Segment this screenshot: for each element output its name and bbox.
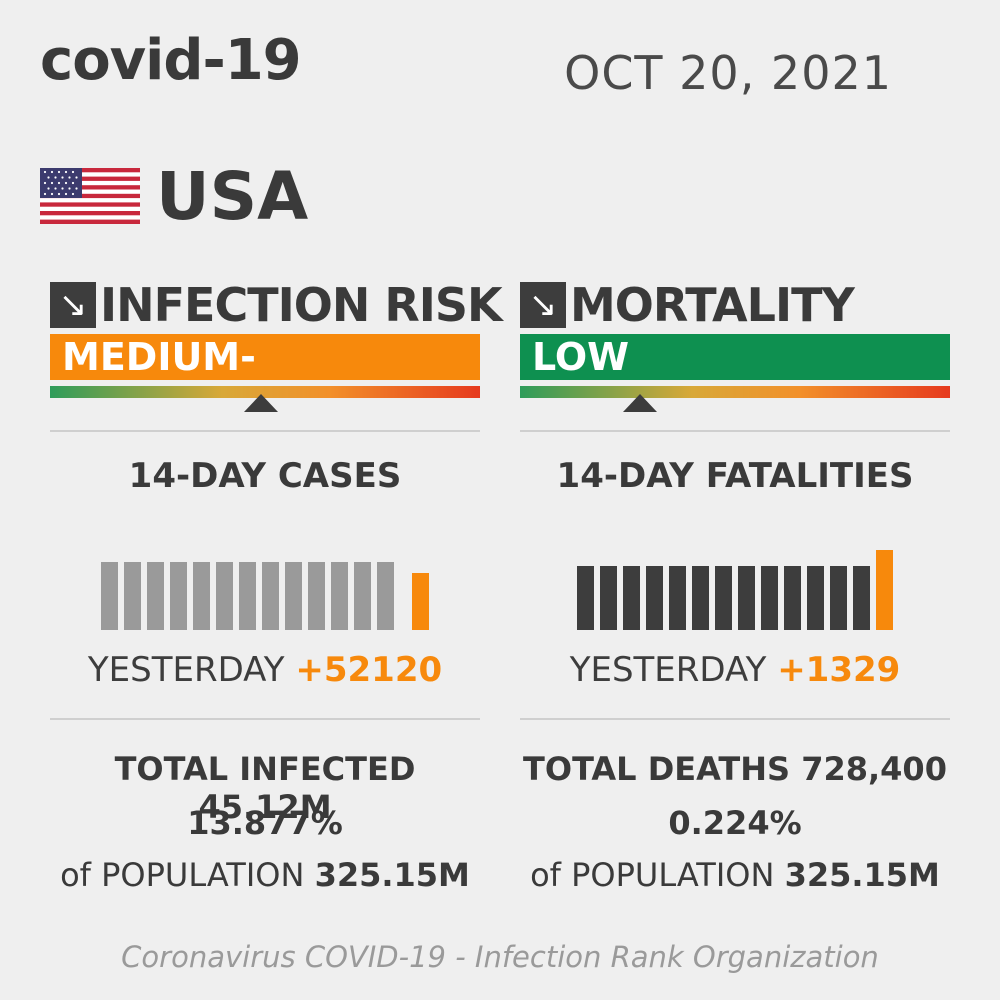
mortality-risk-scale [520, 386, 950, 398]
cases-bar [285, 561, 302, 630]
mortality-risk-marker [623, 394, 658, 412]
mortality-panel: ↘ MORTALITY LOW 14-DAY FATALITIES YESTER… [520, 278, 950, 900]
divider [50, 430, 480, 432]
cases-bar [262, 561, 279, 630]
population-value: 325.15M [314, 856, 470, 894]
page-title: covid-19 [40, 28, 302, 93]
fatalities-bar [669, 566, 686, 630]
yesterday-label: YESTERDAY [87, 650, 285, 690]
mortality-level-badge: LOW [520, 334, 950, 380]
fatalities-bar [646, 566, 663, 630]
footer-credit: Coronavirus COVID-19 - Infection Rank Or… [121, 940, 879, 974]
yesterday-label: YESTERDAY [569, 650, 767, 690]
infection-risk-title: INFECTION RISK [100, 278, 503, 332]
fatalities-bar [600, 566, 617, 630]
cases-bar [412, 572, 429, 630]
fatalities-bar [577, 566, 594, 630]
infection-heading: ↘ INFECTION RISK [50, 278, 503, 332]
fatalities-bar [876, 549, 893, 630]
fatalities-bar [692, 566, 709, 630]
fatalities-bar [623, 566, 640, 630]
cases-bar [170, 561, 187, 630]
total-infected-label: TOTAL INFECTED [114, 750, 416, 788]
fatalities-bar [761, 566, 778, 630]
infection-risk-scale [50, 386, 480, 398]
cases-bar [377, 561, 394, 630]
fatalities-bar [853, 566, 870, 630]
total-deaths: TOTAL DEATHS 728,400 [520, 750, 950, 788]
fatalities-yesterday: YESTERDAY +1329 [520, 650, 950, 690]
population-label: of POPULATION [530, 856, 775, 894]
cases-yesterday-value: +52120 [295, 650, 443, 690]
cases-bar-chart [50, 520, 480, 630]
usa-flag-icon [40, 168, 140, 224]
cases-bar [216, 561, 233, 630]
total-deaths-value: 728,400 [801, 750, 947, 788]
cases-bar [124, 561, 141, 630]
divider [50, 718, 480, 720]
population: of POPULATION 325.15M [520, 856, 950, 894]
divider [520, 430, 950, 432]
fatalities-bar [715, 566, 732, 630]
cases-bar [101, 561, 118, 630]
cases-bar [239, 561, 256, 630]
total-infected: TOTAL INFECTED 45.12M [50, 750, 480, 826]
mortality-title: MORTALITY [570, 278, 855, 332]
population-value: 325.15M [784, 856, 940, 894]
fatalities-yesterday-value: +1329 [777, 650, 901, 690]
fatalities-bar [807, 566, 824, 630]
population-label: of POPULATION [60, 856, 305, 894]
cases-bar [147, 561, 164, 630]
fatalities-bar-chart [520, 520, 950, 630]
divider [520, 718, 950, 720]
fatalities-bar [784, 566, 801, 630]
infected-percent: 13.877% [187, 804, 343, 842]
arrow-down-right-icon: ↘ [520, 282, 566, 328]
cases-bar [308, 561, 325, 630]
cases-bar [354, 561, 371, 630]
fatalities-bar [830, 566, 847, 630]
fatalities-section-title: 14-DAY FATALITIES [556, 456, 914, 496]
fatalities-bar [738, 566, 755, 630]
infection-panel: ↘ INFECTION RISK MEDIUM- 14-DAY CASES YE… [50, 278, 503, 900]
deaths-percent: 0.224% [668, 804, 802, 842]
population: of POPULATION 325.15M [50, 856, 480, 894]
cases-bar [193, 561, 210, 630]
cases-yesterday: YESTERDAY +52120 [50, 650, 480, 690]
total-deaths-label: TOTAL DEATHS [523, 750, 791, 788]
infection-level-badge: MEDIUM- [50, 334, 480, 380]
infection-risk-marker [243, 394, 278, 412]
arrow-down-right-icon: ↘ [50, 282, 96, 328]
report-date: OCT 20, 2021 [564, 46, 892, 100]
cases-section-title: 14-DAY CASES [128, 456, 402, 496]
total-infected-value: 45.12M [198, 788, 332, 826]
mortality-heading: ↘ MORTALITY [520, 278, 855, 332]
cases-bar [331, 561, 348, 630]
country-name: USA [156, 158, 309, 235]
